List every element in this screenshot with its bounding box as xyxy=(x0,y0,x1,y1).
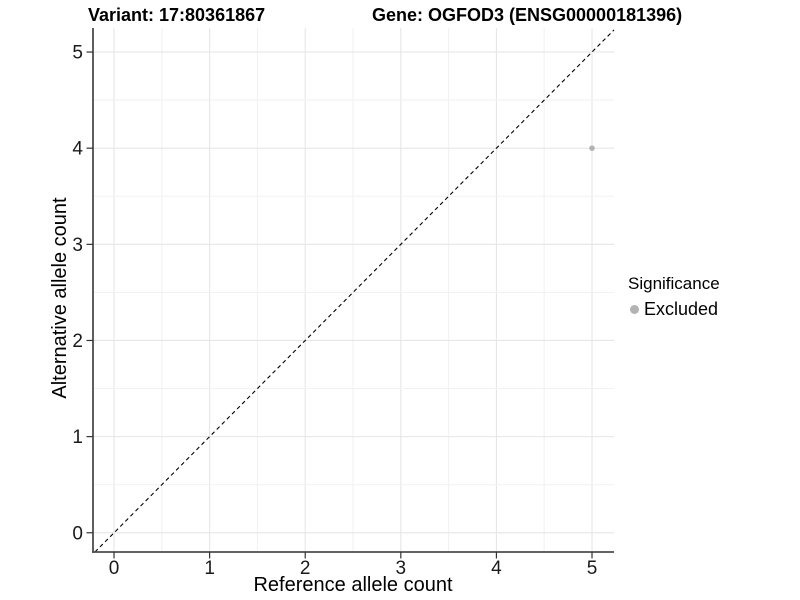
legend-item-label: Excluded xyxy=(644,299,719,319)
y-tick-label: 4 xyxy=(72,139,83,160)
excluded-point-icon xyxy=(630,305,639,314)
y-tick-label: 0 xyxy=(72,523,83,544)
legend-title: Significance xyxy=(628,274,720,293)
x-tick-label: 5 xyxy=(587,558,598,579)
y-axis-title: Alternative allele count xyxy=(49,197,71,399)
x-tick-label: 3 xyxy=(396,558,407,579)
data-point-excluded xyxy=(589,145,595,151)
plot-title-variant: Variant: 17:80361867 xyxy=(88,5,266,25)
legend-item-excluded: Excluded xyxy=(628,299,800,320)
plot-title-gene: Gene: OGFOD3 (ENSG00000181396) xyxy=(372,5,683,25)
y-tick-label: 2 xyxy=(72,331,83,352)
identity-line xyxy=(94,29,615,553)
x-tick-label: 4 xyxy=(491,558,502,579)
y-tick-label: 3 xyxy=(72,235,83,256)
y-tick-label: 1 xyxy=(72,427,83,448)
x-axis-title: Reference allele count xyxy=(253,574,453,596)
y-tick-label: 5 xyxy=(72,43,83,64)
x-tick-label: 0 xyxy=(109,558,120,579)
legend: Significance Excluded xyxy=(628,274,800,320)
x-tick-label: 2 xyxy=(300,558,311,579)
x-tick-label: 1 xyxy=(204,558,215,579)
